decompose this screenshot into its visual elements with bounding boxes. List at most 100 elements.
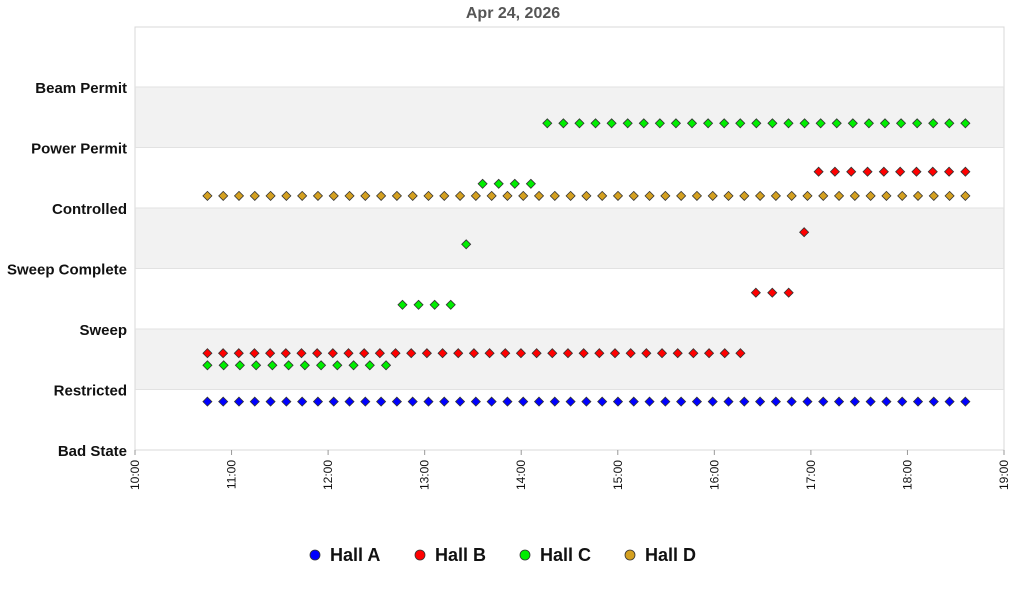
point-hall-d: [265, 190, 276, 201]
point-hall-d: [802, 190, 813, 201]
y-tick-label: Sweep: [79, 322, 127, 339]
plot-background: [134, 26, 1005, 451]
point-hall-c: [847, 118, 858, 129]
point-hall-c: [397, 299, 408, 310]
point-hall-c: [944, 118, 955, 129]
point-hall-b: [468, 348, 479, 359]
point-hall-b: [813, 166, 824, 177]
point-hall-c: [283, 360, 294, 371]
point-hall-b: [625, 348, 636, 359]
point-hall-a: [565, 396, 576, 407]
point-hall-b: [515, 348, 527, 359]
point-hall-d: [865, 190, 876, 201]
point-hall-b: [280, 348, 291, 359]
point-hall-b: [944, 166, 955, 177]
legend-label: Hall A: [330, 545, 380, 565]
point-hall-d: [218, 190, 229, 201]
point-hall-a: [439, 396, 450, 407]
point-hall-a: [818, 396, 829, 407]
y-tick-label: Power Permit: [31, 141, 127, 158]
point-hall-c: [332, 360, 343, 371]
point-hall-b: [233, 348, 244, 359]
point-hall-b: [609, 348, 621, 359]
legend-marker: [414, 549, 426, 561]
point-hall-d: [597, 190, 608, 201]
point-hall-b: [265, 348, 276, 359]
point-hall-a: [581, 396, 592, 407]
point-hall-b: [437, 348, 448, 359]
point-hall-d: [533, 190, 545, 201]
legend-label: Hall C: [540, 545, 591, 565]
point-hall-c: [445, 299, 456, 310]
point-hall-a: [770, 396, 781, 407]
point-hall-c: [542, 118, 553, 129]
point-hall-d: [518, 190, 529, 201]
point-hall-d: [897, 190, 908, 201]
point-hall-c: [477, 178, 488, 189]
point-hall-d: [312, 190, 324, 201]
point-hall-d: [833, 190, 845, 201]
legend-label: Hall B: [435, 545, 486, 565]
point-hall-c: [574, 118, 585, 129]
point-hall-d: [644, 190, 655, 201]
x-axis-labels: 10:00 11:00 12:00 13:00 14:00 15:00 16:00 17:00…: [128, 450, 1011, 490]
point-hall-a: [612, 396, 624, 407]
point-hall-d: [881, 190, 892, 201]
point-hall-a: [833, 396, 845, 407]
point-hall-b: [767, 287, 778, 298]
point-hall-a: [912, 396, 924, 407]
point-hall-a: [676, 396, 687, 407]
legend-marker: [519, 549, 531, 561]
point-hall-c: [638, 118, 649, 129]
point-hall-b: [672, 348, 683, 359]
point-hall-a: [865, 396, 876, 407]
point-hall-b: [453, 348, 464, 359]
point-hall-a: [233, 396, 245, 407]
point-hall-a: [423, 396, 434, 407]
point-hall-c: [783, 118, 794, 129]
point-hall-b: [594, 348, 605, 359]
point-hall-d: [376, 190, 387, 201]
x-tick-label: 19:00: [997, 460, 1011, 490]
point-hall-c: [364, 360, 375, 371]
point-hall-a: [707, 396, 718, 407]
point-hall-a: [265, 396, 276, 407]
point-hall-d: [328, 190, 339, 201]
point-hall-d: [944, 190, 955, 201]
point-hall-a: [297, 396, 308, 407]
point-hall-c: [751, 118, 762, 129]
point-hall-b: [547, 348, 558, 359]
point-hall-b: [641, 348, 652, 359]
point-hall-c: [654, 118, 665, 129]
point-hall-d: [628, 190, 639, 201]
point-hall-a: [407, 396, 418, 407]
y-tick-label: Sweep Complete: [7, 262, 127, 279]
point-hall-a: [218, 396, 229, 407]
y-tick-label: Controlled: [52, 201, 127, 218]
point-hall-d: [723, 190, 734, 201]
point-hall-b: [829, 166, 840, 177]
point-hall-b: [218, 348, 229, 359]
point-hall-d: [281, 190, 292, 201]
point-hall-d: [391, 190, 402, 201]
point-hall-a: [281, 396, 292, 407]
legend: Hall A Hall B Hall C Hall D: [309, 545, 696, 565]
point-hall-c: [590, 118, 601, 129]
point-hall-b: [846, 166, 857, 177]
point-hall-d: [707, 190, 718, 201]
point-hall-d: [502, 190, 513, 201]
point-hall-a: [628, 396, 639, 407]
point-hall-c: [735, 118, 746, 129]
x-tick-label: 10:00: [128, 460, 142, 490]
point-hall-b: [531, 348, 542, 359]
point-hall-c: [493, 178, 504, 189]
point-hall-a: [533, 396, 545, 407]
point-hall-d: [581, 190, 592, 201]
point-hall-b: [312, 348, 323, 359]
point-hall-a: [597, 396, 608, 407]
point-hall-c: [509, 178, 520, 189]
point-hall-b: [735, 348, 746, 359]
x-tick-label: 11:00: [225, 460, 239, 489]
point-hall-d: [360, 190, 371, 201]
